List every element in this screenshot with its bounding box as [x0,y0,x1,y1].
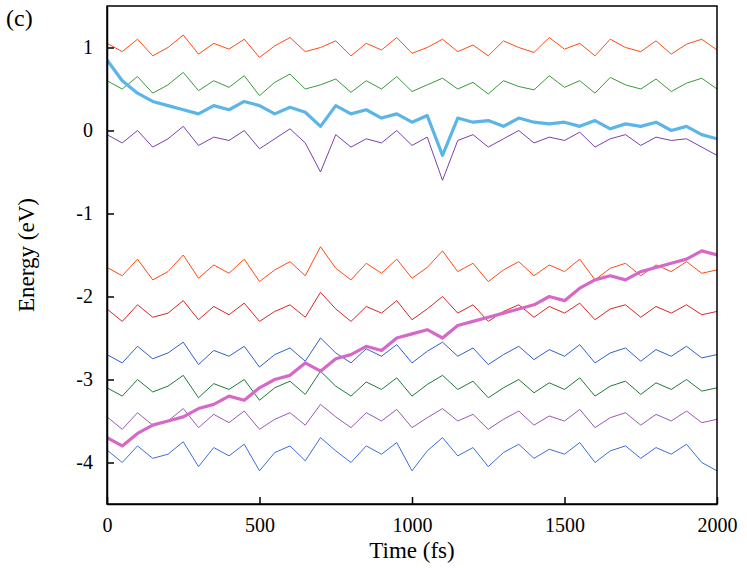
panel-label: (c) [6,5,33,31]
tick-mark [107,462,114,464]
lines [107,35,717,471]
energy-level-line [107,371,717,400]
energy-level-line [107,251,717,446]
tick-mark [107,296,114,298]
energy-level-line [107,35,717,57]
x-axis-title: Time (fs) [369,538,454,563]
tick: -3 [76,368,114,390]
tick: -4 [76,451,114,473]
energy-level-line [107,247,717,282]
tick-label: -2 [76,285,93,307]
plot-frame [107,6,717,504]
tick-mark [717,497,719,504]
energy-level-line [107,338,717,367]
energy-level-line [107,292,717,321]
energy-level-line [107,438,717,471]
energy-level-line [107,72,717,95]
tick-label: 1500 [545,514,585,536]
tick: -1 [76,202,114,224]
x-axis: 0 500 1000 1500 2000 [103,497,738,536]
tick-mark [107,130,114,132]
energy-level-line [107,126,717,180]
chart: 0 500 1000 1500 2000 -4 -3 -2 -1 0 1 Time (fs) Energ… [0,0,747,568]
tick: 0 [83,119,114,141]
tick-label: 0 [83,119,93,141]
tick-mark [564,497,566,504]
tick-mark [107,379,114,381]
y-axis: -4 -3 -2 -1 0 1 [76,7,114,505]
tick: 500 [245,497,275,536]
tick: -2 [76,285,114,307]
tick: 1000 [393,497,433,536]
tick-mark [412,497,414,504]
tick-label: 1000 [393,514,433,536]
tick-label: 500 [245,514,275,536]
axis-line [107,7,109,505]
tick-mark [259,497,261,504]
tick: 2000 [698,497,738,536]
y-axis-title: Energy (eV) [14,198,39,312]
energy-level-line [107,60,717,155]
plot: 0 500 1000 1500 2000 -4 -3 -2 -1 0 1 [76,6,737,536]
tick-label: 1 [83,36,93,58]
tick-label: 2000 [698,514,738,536]
tick-label: -3 [76,368,93,390]
tick-label: -4 [76,451,93,473]
tick-mark [107,213,114,215]
tick-label: -1 [76,202,93,224]
tick: 1500 [545,497,585,536]
tick: 1 [83,36,114,58]
tick-label: 0 [103,514,113,536]
tick-mark [107,47,114,49]
